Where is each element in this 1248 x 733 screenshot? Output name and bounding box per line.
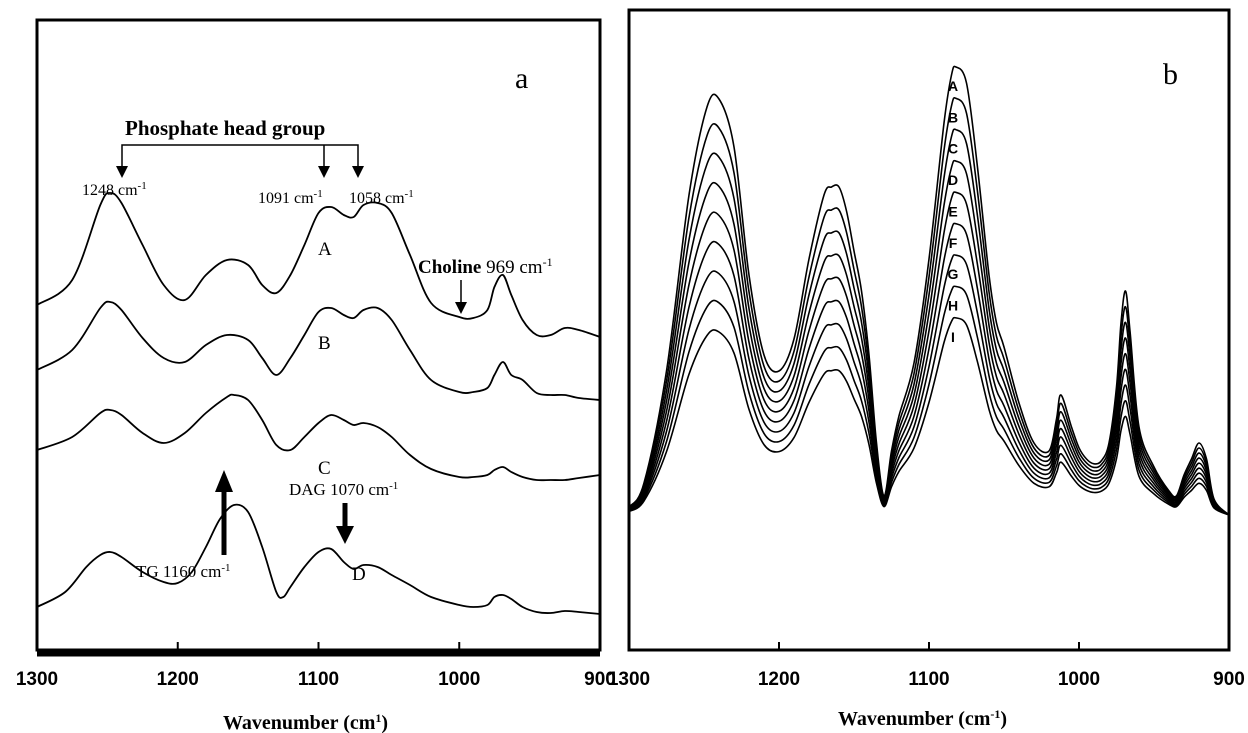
panel-b-xtick-label-1200: 1200 [758,669,800,690]
curve-label-b-A: A [948,78,958,94]
arrowhead-1058 [352,166,364,178]
panel-b-series-D [628,159,1230,516]
curve-label-b-C: C [948,141,958,157]
curve-label-b-B: B [948,109,958,125]
curve-label-b-F: F [949,235,958,251]
curve-label-b-D: D [948,172,958,188]
panel-b-series-A [628,65,1230,516]
panel-a-xtick-label-1000: 1000 [438,669,480,690]
choline-arrowhead [455,302,467,314]
panel-b-xticks: 1300 1200 1100 1000 900 [608,642,1245,690]
panel-a-xtick-label-1100: 1100 [298,669,339,690]
panel-b-series-E [628,191,1230,516]
curve-label-a-A: A [318,239,332,260]
curve-label-b-I: I [951,329,955,345]
panel-a-series-A [36,192,601,338]
choline-label: Choline 969 cm-1 [418,255,553,278]
peak-label-1091: 1091 cm-1 [258,188,323,207]
panel-b-series-B [628,96,1230,516]
peak-label-1248: 1248 cm-1 [82,180,147,199]
peak-label-1058: 1058 cm-1 [349,188,414,207]
curve-label-b-H: H [948,298,958,314]
dag-label: DAG 1070 cm-1 [289,480,398,499]
panel-a-series-B [36,300,601,401]
bracket-arrowheads [116,166,364,178]
panel-a-label: a [515,62,528,95]
phosphate-group-title: Phosphate head group [125,116,325,140]
curve-label-b-E: E [948,203,957,219]
panel-a-series-C [36,393,601,482]
curve-label-b-G: G [948,266,959,282]
panel-a-xlabel: Wavenumber (cm1) [223,711,388,733]
arrowhead-1091 [318,166,330,178]
dag-arrowhead [336,526,354,544]
panel-a-xtick-label-1300: 1300 [16,669,58,690]
panel-b-label: b [1163,58,1178,91]
panel-b-series-F [628,222,1230,516]
panel-b-series-H [628,285,1230,516]
panel-a-xtick-label-900: 900 [584,669,616,690]
panel-a-xticks: 1300 1200 1100 1000 900 [16,642,616,690]
panel-b-xtick-label-1100: 1100 [908,669,949,690]
tg-label: TG 1160 cm-1 [136,562,230,581]
tg-arrowhead [215,470,233,492]
panel-b-xlabel: Wavenumber (cm-1) [838,707,1007,730]
panel-b-xtick-label-1300: 1300 [608,669,650,690]
bracket-line [121,144,359,172]
panel-b-xtick-label-1000: 1000 [1058,669,1100,690]
panel-a-xtick-label-1200: 1200 [157,669,199,690]
panel-b-series-G [628,254,1230,516]
curve-label-a-B: B [318,333,331,354]
panel-a-curves [36,192,601,657]
panel-a: 1300 1200 1100 1000 900 a Phosphate head gro… [16,18,616,733]
curve-label-a-C: C [318,458,331,479]
arrowhead-1248 [116,166,128,178]
panel-b-series-I [628,316,1230,516]
panel-a-series-D [36,503,601,615]
curve-label-a-D: D [352,564,366,585]
panel-b-xtick-label-900: 900 [1213,669,1245,690]
panel-b-series-C [628,128,1230,516]
panel-b-curves [628,65,1230,516]
